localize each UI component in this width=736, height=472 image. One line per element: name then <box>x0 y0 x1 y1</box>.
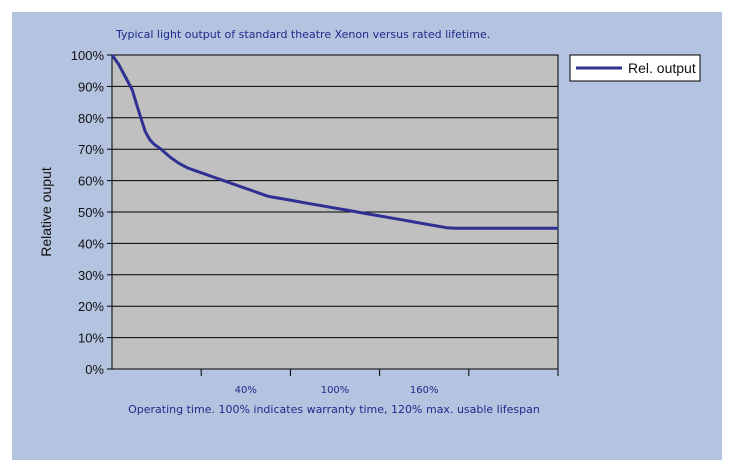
y-axis-ticks: 0% 10% 20% 30% 40% 50% 60% 70% 80% 90% 100% <box>71 48 112 377</box>
y-tick-label: 100% <box>71 48 105 63</box>
y-tick-label: 20% <box>78 299 104 314</box>
legend-label: Rel. output <box>628 60 696 76</box>
grid-lines <box>112 85 558 339</box>
x-tick-label: 160% <box>410 385 439 396</box>
y-tick-label: 40% <box>78 236 104 251</box>
y-tick-label: 90% <box>78 79 104 94</box>
chart-title: Typical light output of standard theatre… <box>115 28 490 41</box>
y-tick-label: 80% <box>78 111 104 126</box>
x-tick-label: 40% <box>235 385 257 396</box>
series-layer <box>110 54 558 230</box>
y-tick-label: 30% <box>78 268 104 283</box>
chart-container: Typical light output of standard theatre… <box>12 12 722 460</box>
chart-svg: Typical light output of standard theatre… <box>38 28 701 416</box>
y-axis-label: Relative ouput <box>38 167 54 257</box>
x-tick-label: 100% <box>321 385 350 396</box>
y-tick-label: 0% <box>85 362 104 377</box>
series-line-rel-output <box>110 54 558 230</box>
y-tick-label: 70% <box>78 142 104 157</box>
x-axis-label: Operating time. 100% indicates warranty … <box>128 403 540 416</box>
y-tick-label: 60% <box>78 174 104 189</box>
y-tick-label: 10% <box>78 331 104 346</box>
x-axis-ticks: 40% 100% 160% <box>200 369 559 396</box>
y-tick-label: 50% <box>78 205 104 220</box>
legend: Rel. output <box>569 54 701 82</box>
